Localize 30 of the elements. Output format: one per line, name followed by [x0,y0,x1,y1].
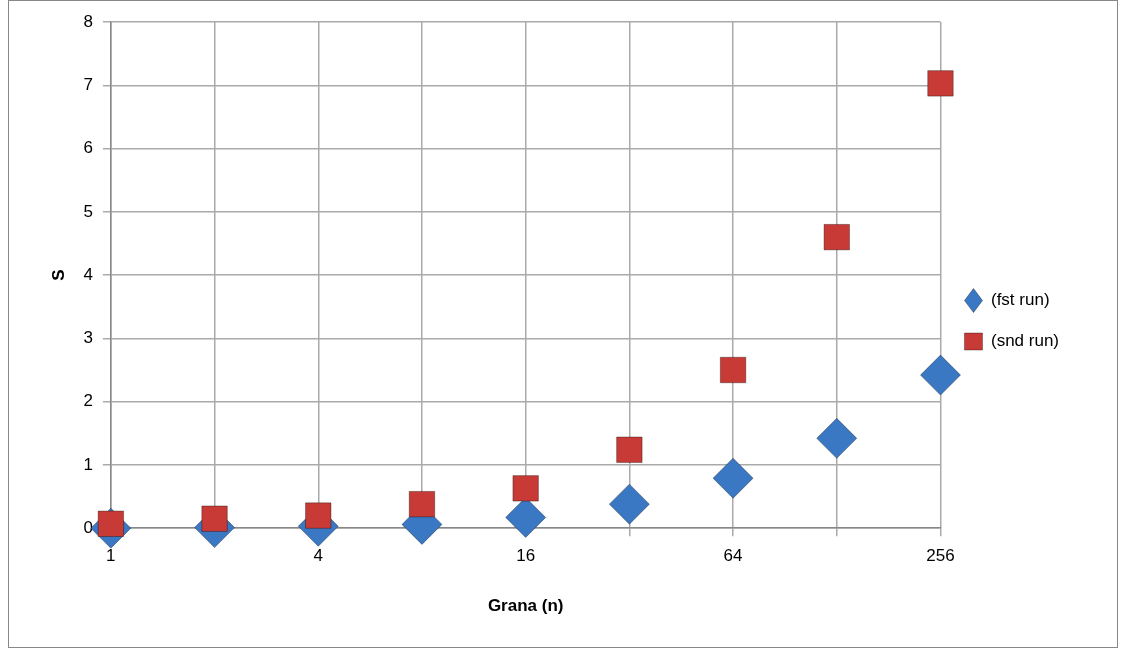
x-tick-label: 1 [106,546,116,566]
y-tick-label: 0 [83,517,93,537]
point [512,475,539,502]
point [616,436,643,463]
x-tick-label: 4 [313,546,323,566]
point [816,417,858,459]
x-tick-label: 64 [723,546,743,566]
y-tick-label: 1 [83,454,93,474]
point [712,457,754,499]
x-tick-label: 256 [926,546,955,566]
point [408,490,436,518]
point [201,505,228,532]
point [823,223,850,251]
legend-label: (fst run) [990,290,1050,310]
point [719,356,747,384]
point [305,502,332,529]
y-axis-title: S [48,269,68,281]
y-tick-label: 3 [83,328,93,348]
point [608,483,650,525]
y-tick-label: 6 [83,138,93,158]
x-tick-label: 16 [516,546,536,566]
x-axis-title: Grana (n) [487,596,564,616]
point [927,70,954,97]
point [919,354,961,396]
y-tick-label: 8 [83,11,93,31]
y-tick-label: 2 [83,391,93,411]
y-tick-label: 7 [83,74,93,94]
y-tick-label: 4 [83,264,93,284]
legend-label: (snd run) [990,331,1060,351]
y-tick-label: 5 [83,201,93,221]
